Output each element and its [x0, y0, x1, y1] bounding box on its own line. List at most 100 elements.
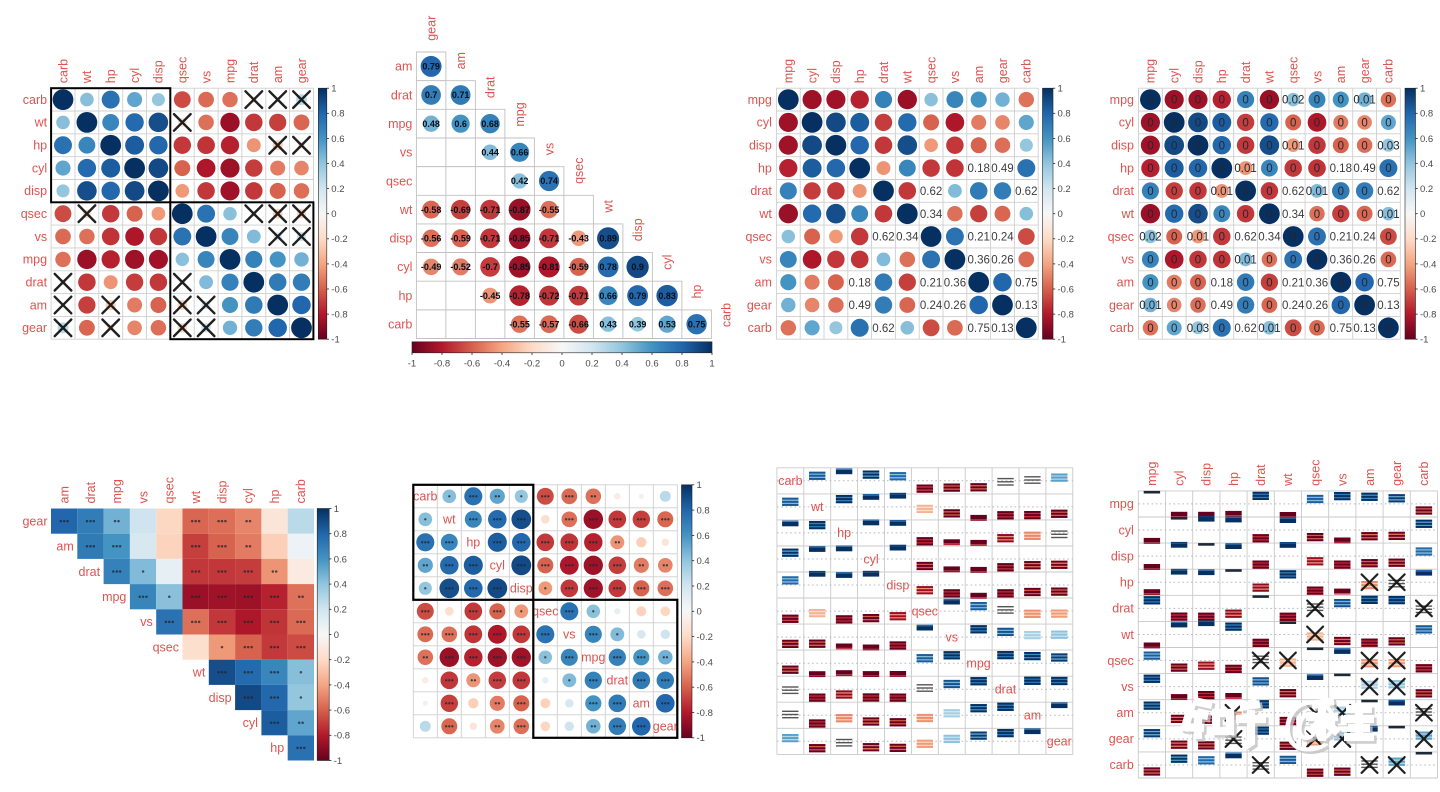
svg-text:0: 0	[1290, 323, 1296, 335]
svg-text:hp: hp	[270, 741, 284, 755]
svg-text:-0.2: -0.2	[1058, 234, 1074, 245]
svg-text:am: am	[633, 697, 650, 711]
svg-text:0: 0	[1266, 140, 1272, 152]
svg-text:0.8: 0.8	[1058, 109, 1071, 120]
svg-text:disp: disp	[1111, 549, 1134, 563]
svg-text:0.34: 0.34	[920, 209, 943, 221]
svg-text:0: 0	[1195, 300, 1201, 312]
svg-text:0.01: 0.01	[1234, 163, 1256, 175]
svg-text:0: 0	[1338, 95, 1344, 107]
svg-text:-0.2: -0.2	[331, 234, 347, 245]
svg-text:0.44: 0.44	[481, 148, 499, 158]
svg-text:0: 0	[1171, 277, 1177, 289]
svg-text:cyl: cyl	[1119, 116, 1134, 130]
svg-text:gear: gear	[996, 58, 1010, 83]
svg-text:0.2: 0.2	[697, 581, 710, 592]
svg-text:0: 0	[1314, 209, 1320, 221]
svg-text:-0.43: -0.43	[568, 234, 589, 244]
svg-text:am: am	[1116, 706, 1133, 720]
svg-text:0: 0	[1242, 300, 1248, 312]
svg-text:1: 1	[709, 358, 714, 369]
svg-text:0: 0	[1314, 163, 1320, 175]
svg-text:0.48: 0.48	[422, 119, 440, 129]
svg-text:0: 0	[1171, 163, 1177, 175]
svg-text:0: 0	[1242, 118, 1248, 130]
svg-text:wt: wt	[1281, 473, 1295, 487]
svg-text:wt: wt	[1120, 628, 1134, 642]
svg-text:0: 0	[1385, 118, 1391, 130]
svg-text:-1: -1	[408, 358, 416, 369]
svg-text:0.49: 0.49	[991, 163, 1013, 175]
svg-text:0: 0	[1290, 232, 1296, 244]
svg-text:0: 0	[1147, 163, 1153, 175]
svg-text:1: 1	[334, 504, 339, 515]
svg-text:0.49: 0.49	[1211, 300, 1233, 312]
svg-text:gear: gear	[1390, 461, 1404, 486]
svg-text:0: 0	[1147, 277, 1153, 289]
svg-text:0: 0	[1195, 209, 1201, 221]
svg-text:cyl: cyl	[1119, 523, 1134, 537]
svg-text:0: 0	[1314, 95, 1320, 107]
svg-text:disp: disp	[152, 60, 166, 83]
svg-text:carb: carb	[748, 321, 772, 335]
svg-text:0.24: 0.24	[1353, 232, 1376, 244]
svg-text:hp: hp	[1227, 472, 1241, 486]
svg-text:0: 0	[697, 607, 702, 618]
svg-text:gear: gear	[22, 321, 47, 335]
svg-text:0: 0	[1219, 163, 1225, 175]
svg-text:0: 0	[1147, 118, 1153, 130]
svg-text:drat: drat	[391, 88, 413, 102]
svg-text:hp: hp	[466, 536, 480, 550]
svg-text:disp: disp	[510, 582, 533, 596]
svg-text:carb: carb	[23, 93, 47, 107]
svg-text:carb: carb	[1110, 321, 1134, 335]
svg-text:-0.55: -0.55	[509, 319, 530, 329]
svg-text:0: 0	[1361, 277, 1367, 289]
svg-text:am: am	[1117, 276, 1134, 290]
svg-text:0: 0	[1147, 140, 1153, 152]
svg-text:0: 0	[1195, 255, 1201, 267]
svg-text:0.03: 0.03	[1377, 140, 1399, 152]
svg-text:am: am	[1363, 469, 1377, 486]
svg-text:-0.4: -0.4	[334, 680, 350, 691]
svg-text:0.62: 0.62	[1234, 232, 1256, 244]
svg-text:gear: gear	[1047, 735, 1072, 749]
svg-text:0: 0	[1338, 209, 1344, 221]
svg-text:gear: gear	[424, 16, 438, 41]
svg-text:0.01: 0.01	[1306, 186, 1328, 198]
svg-text:0: 0	[1361, 118, 1367, 130]
svg-text:0: 0	[1385, 232, 1391, 244]
svg-text:cyl: cyl	[1168, 68, 1182, 83]
svg-text:0: 0	[334, 630, 339, 641]
svg-text:-0.2: -0.2	[1420, 234, 1436, 245]
svg-text:-1: -1	[331, 335, 339, 346]
svg-text:drat: drat	[79, 565, 101, 579]
svg-text:0: 0	[1219, 209, 1225, 221]
svg-text:0.62: 0.62	[1377, 186, 1399, 198]
svg-text:-0.2: -0.2	[334, 655, 350, 666]
svg-text:0.4: 0.4	[697, 556, 710, 567]
svg-text:wt: wt	[810, 500, 824, 514]
svg-text:-1: -1	[697, 733, 705, 744]
svg-text:am: am	[271, 66, 285, 83]
svg-text:-0.6: -0.6	[1058, 284, 1074, 295]
svg-text:0: 0	[1338, 277, 1344, 289]
svg-text:-0.57: -0.57	[539, 319, 560, 329]
svg-text:0.4: 0.4	[331, 159, 344, 170]
svg-text:qsec: qsec	[1107, 654, 1133, 668]
svg-text:carb: carb	[413, 490, 437, 504]
svg-text:0: 0	[1385, 95, 1391, 107]
svg-text:0.79: 0.79	[422, 62, 440, 72]
svg-text:hp: hp	[398, 289, 412, 303]
svg-text:0.43: 0.43	[599, 319, 617, 329]
svg-text:0.01: 0.01	[1258, 323, 1280, 335]
svg-text:-0.52: -0.52	[450, 262, 471, 272]
svg-text:-0.8: -0.8	[1420, 310, 1436, 321]
svg-text:carb: carb	[1109, 758, 1133, 772]
svg-text:drat: drat	[607, 674, 629, 688]
svg-text:cyl: cyl	[128, 68, 142, 83]
svg-text:0.83: 0.83	[658, 291, 676, 301]
svg-text:0: 0	[1219, 232, 1225, 244]
svg-text:-0.81: -0.81	[539, 262, 560, 272]
svg-text:mpg: mpg	[1145, 462, 1159, 486]
